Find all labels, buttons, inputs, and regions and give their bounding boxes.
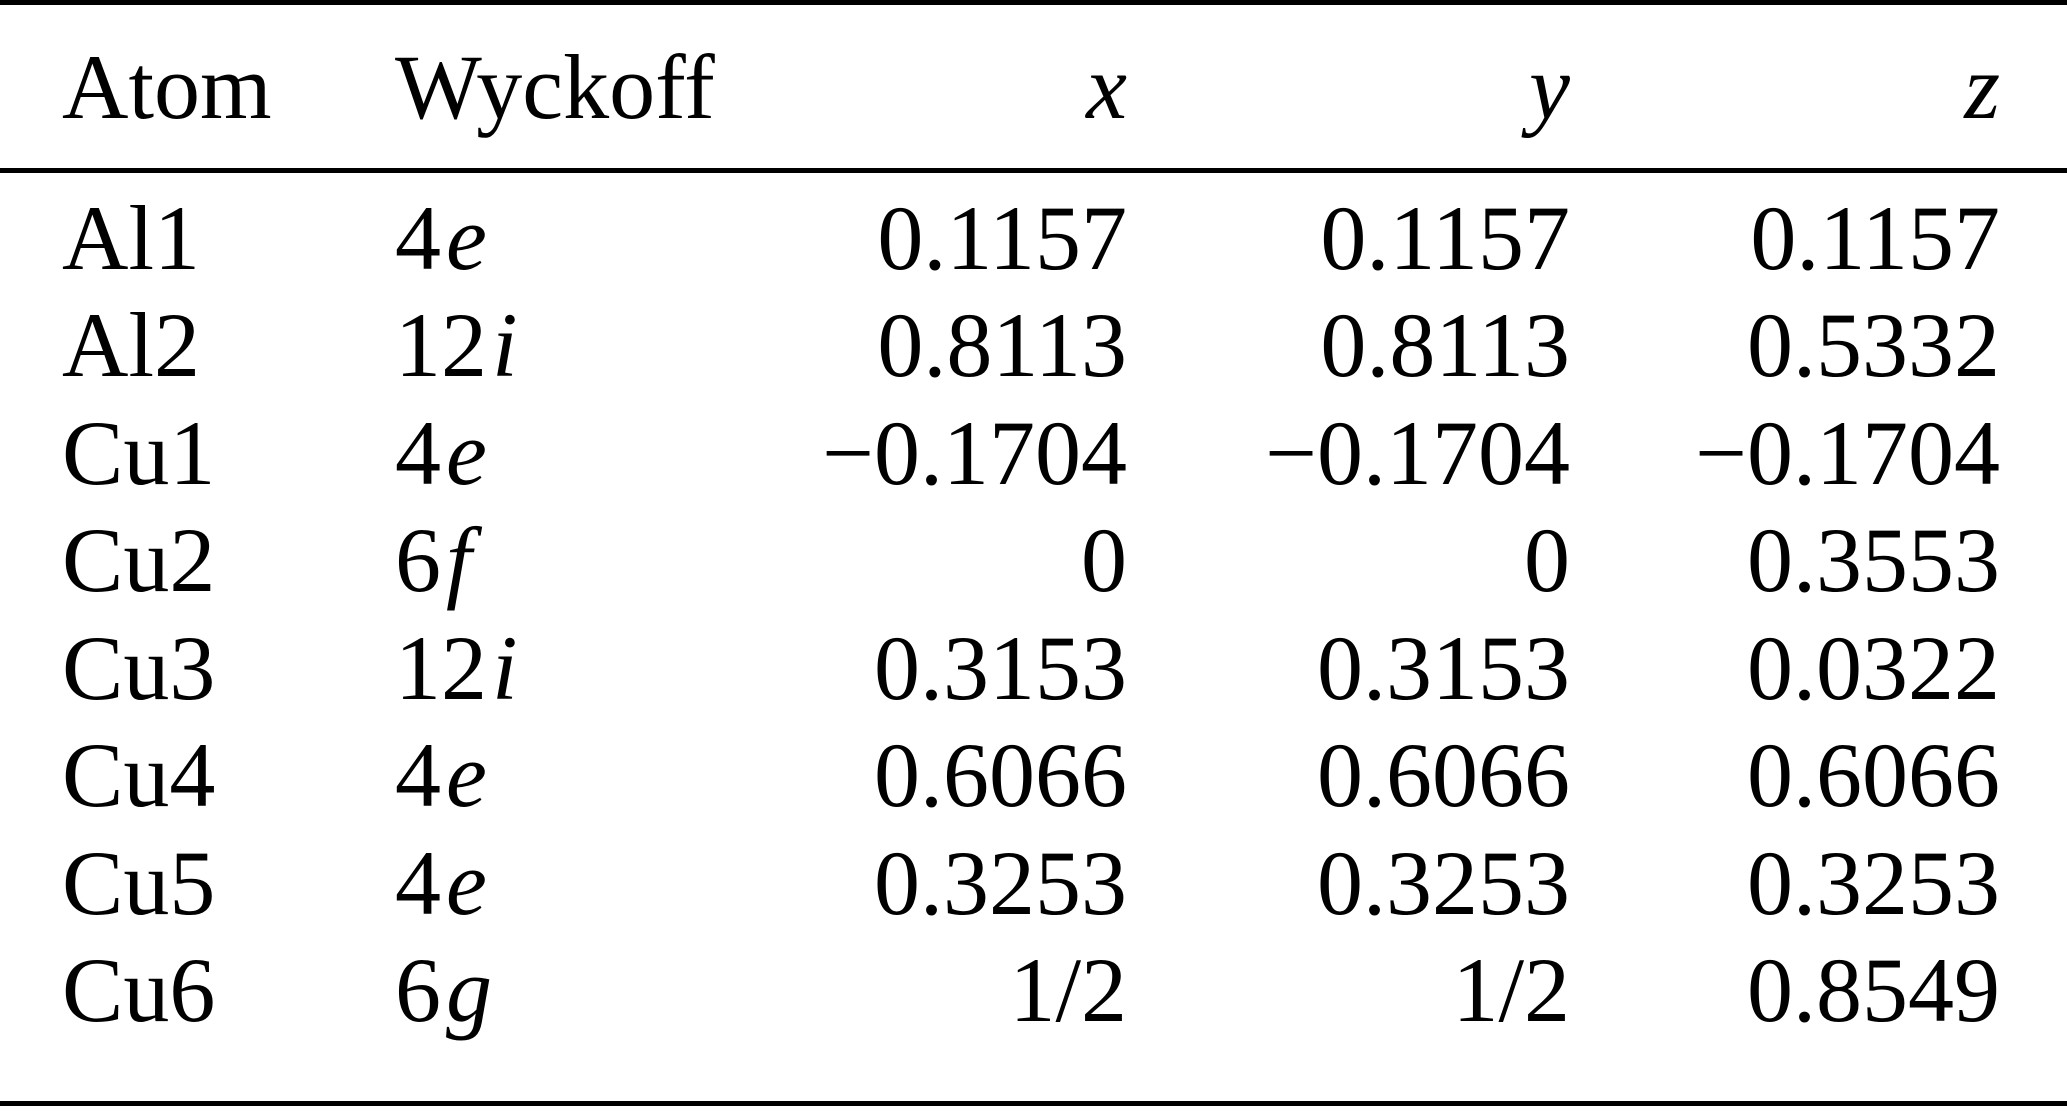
- table-header-rule: [0, 168, 2067, 173]
- z-cell: 0.6066: [1747, 724, 2000, 827]
- z-cell: 0.0322: [1747, 616, 2000, 719]
- z-cell: 0.5332: [1747, 294, 2000, 397]
- y-cell: 0.8113: [1320, 294, 1570, 397]
- wyckoff-cell: 6g: [395, 939, 492, 1042]
- atom-cell: Cu3: [62, 616, 216, 719]
- y-cell: 0.3253: [1317, 831, 1570, 934]
- x-cell: 0.1157: [877, 186, 1127, 289]
- table-row: Cu6 6g 1/2 1/2 0.8549: [0, 921, 2067, 1042]
- atom-cell: Cu1: [62, 401, 216, 504]
- wyckoff-cell: 12i: [395, 616, 518, 719]
- wyckoff-cell: 4e: [395, 831, 487, 934]
- y-cell: 0: [1524, 509, 1570, 612]
- atom-cell: Cu6: [62, 939, 216, 1042]
- table-row: Cu5 4e 0.3253 0.3253 0.3253: [0, 813, 2067, 934]
- z-cell: 0.8549: [1747, 939, 2000, 1042]
- header-wyckoff: Wyckoff: [395, 35, 715, 138]
- wyckoff-positions-table: Atom Wyckoff x y z Al1 4e 0.1157 0.1157 …: [0, 5, 2067, 1042]
- x-cell: 0.6066: [874, 724, 1127, 827]
- header-z: z: [1964, 35, 2000, 138]
- table-row: Cu1 4e −0.1704 −0.1704 −0.1704: [0, 383, 2067, 504]
- header-x: x: [1086, 35, 1127, 138]
- header-row: Atom Wyckoff x y z: [0, 5, 2067, 168]
- header-y: y: [1529, 35, 1570, 138]
- table-row: Cu3 12i 0.3153 0.3153 0.0322: [0, 598, 2067, 719]
- table-row: Al1 4e 0.1157 0.1157 0.1157: [0, 168, 2067, 289]
- y-cell: 0.3153: [1317, 616, 1570, 719]
- table-row: Cu4 4e 0.6066 0.6066 0.6066: [0, 706, 2067, 827]
- table-row: Cu2 6f 0 0 0.3553: [0, 491, 2067, 612]
- x-cell: −0.1704: [822, 401, 1127, 504]
- atom-cell: Al1: [62, 186, 200, 289]
- x-cell: 0.3153: [874, 616, 1127, 719]
- z-cell: 0.1157: [1750, 186, 2000, 289]
- x-cell: 1/2: [1009, 939, 1127, 1042]
- table-top-rule: [0, 0, 2067, 5]
- atom-cell: Cu4: [62, 724, 216, 827]
- y-cell: 0.1157: [1320, 186, 1570, 289]
- x-cell: 0: [1081, 509, 1127, 612]
- y-cell: −0.1704: [1265, 401, 1570, 504]
- x-cell: 0.8113: [877, 294, 1127, 397]
- header-atom: Atom: [62, 35, 272, 138]
- wyckoff-cell: 4e: [395, 724, 487, 827]
- wyckoff-cell: 6f: [395, 509, 472, 612]
- wyckoff-cell: 12i: [395, 294, 518, 397]
- atom-cell: Cu5: [62, 831, 216, 934]
- wyckoff-cell: 4e: [395, 401, 487, 504]
- y-cell: 1/2: [1452, 939, 1570, 1042]
- z-cell: 0.3253: [1747, 831, 2000, 934]
- x-cell: 0.3253: [874, 831, 1127, 934]
- atom-cell: Cu2: [62, 509, 216, 612]
- z-cell: 0.3553: [1747, 509, 2000, 612]
- z-cell: −0.1704: [1695, 401, 2000, 504]
- table-row: Al2 12i 0.8113 0.8113 0.5332: [0, 276, 2067, 397]
- wyckoff-cell: 4e: [395, 186, 487, 289]
- y-cell: 0.6066: [1317, 724, 1570, 827]
- atom-cell: Al2: [62, 294, 200, 397]
- table-bottom-rule: [0, 1101, 2067, 1106]
